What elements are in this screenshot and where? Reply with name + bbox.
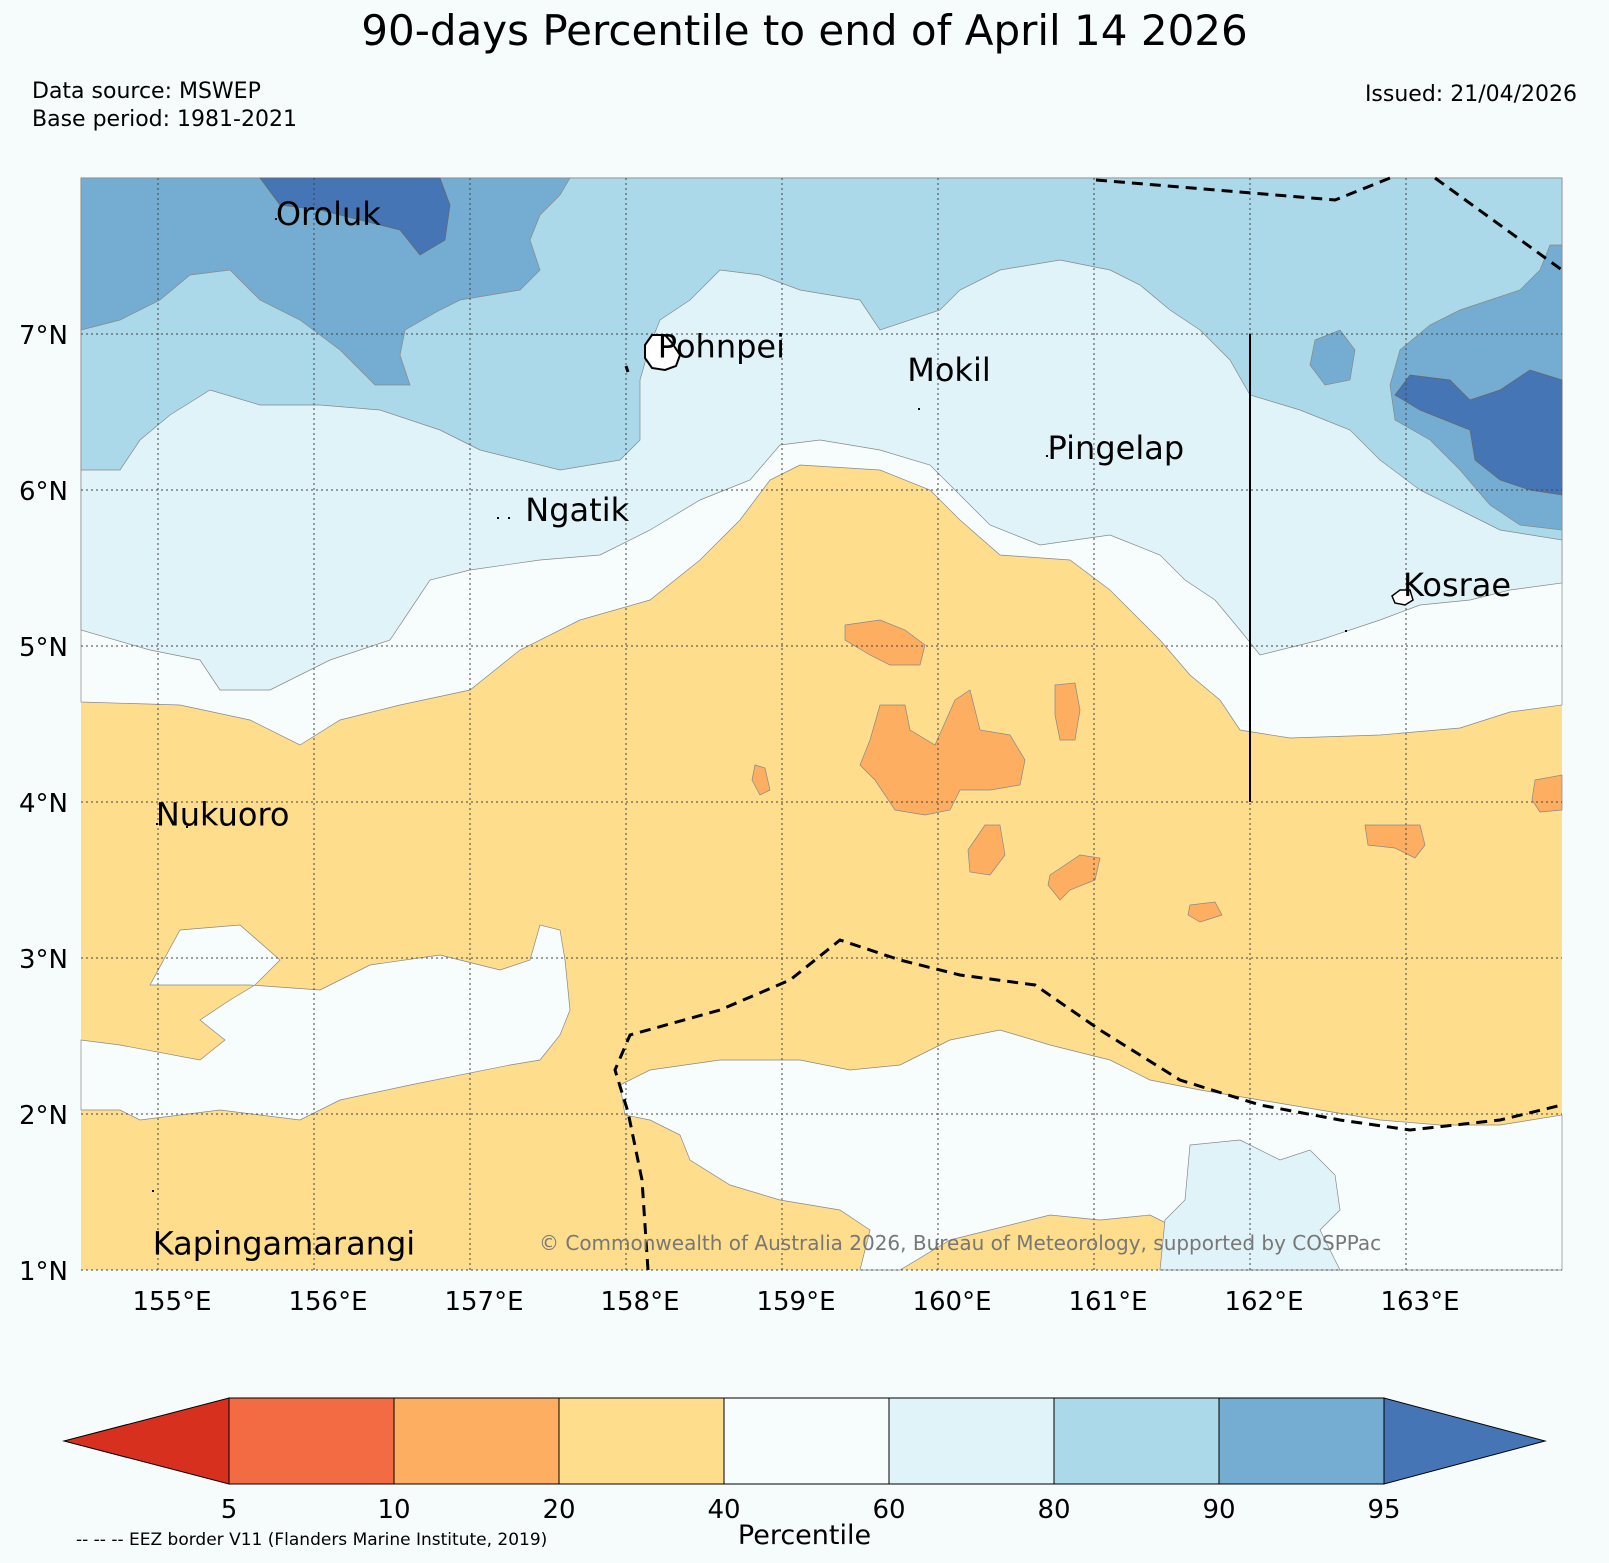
colorbar-under-extension xyxy=(62,1397,230,1485)
longitude-tick-label: 161°E xyxy=(1068,1287,1147,1317)
percentile-region-10-20-patch-e xyxy=(1531,774,1563,813)
latitude-gridlines xyxy=(81,333,1562,1271)
latitude-tick-labels: 1°N 2°N 3°N 4°N 5°N 6°N 7°N xyxy=(19,321,68,1287)
island-label-ngatik: Ngatik xyxy=(525,491,629,529)
colorbar-tick-label: 5 xyxy=(221,1495,238,1525)
colorbar-over-extension xyxy=(1383,1397,1547,1485)
longitude-tick-label: 158°E xyxy=(600,1287,679,1317)
percentile-region-above-95-east xyxy=(1394,369,1563,496)
colorbar-swatch-10-20 xyxy=(393,1397,560,1485)
latitude-tick-label: 3°N xyxy=(19,945,68,975)
percentile-region-10-20-patch-d xyxy=(1364,824,1426,859)
colorbar-tick-label: 95 xyxy=(1367,1495,1400,1525)
island-label-mokil: Mokil xyxy=(907,351,991,389)
longitude-tick-label: 162°E xyxy=(1224,1287,1303,1317)
colorbar-swatch-80-90 xyxy=(1053,1397,1220,1485)
colorbar-tick-label: 10 xyxy=(377,1495,410,1525)
latitude-tick-label: 1°N xyxy=(19,1257,68,1287)
colorbar-swatch-90-95 xyxy=(1218,1397,1385,1485)
longitude-tick-labels: 155°E 156°E 157°E 158°E 159°E 160°E 161°E 162°E… xyxy=(132,1287,1459,1317)
longitude-tick-label: 163°E xyxy=(1380,1287,1459,1317)
latitude-tick-label: 6°N xyxy=(19,477,68,507)
issued-date-text: Issued: 21/04/2026 xyxy=(1364,82,1577,107)
percentile-region-10-20-patch-f xyxy=(1187,901,1223,923)
percentile-region-10-20-patch-c xyxy=(1047,854,1101,901)
percentile-region-above-95-west xyxy=(259,177,451,256)
colorbar-swatch-40-60 xyxy=(723,1397,890,1485)
island-label-kosrae: Kosrae xyxy=(1403,566,1511,604)
colorbar-swatch-5-10 xyxy=(228,1397,395,1485)
longitude-tick-label: 159°E xyxy=(756,1287,835,1317)
pohnpei-island-outline xyxy=(644,334,682,372)
latitude-tick-label: 7°N xyxy=(19,321,68,351)
percentile-region-40-60-south xyxy=(80,924,571,1121)
island-label-nukuoro: Nukuoro xyxy=(156,795,290,833)
longitude-tick-label: 155°E xyxy=(132,1287,211,1317)
eez-borders xyxy=(613,176,1563,1271)
base-period-text: Base period: 1981-2021 xyxy=(32,107,297,132)
colorbar-label: Percentile xyxy=(737,1520,872,1551)
island-label-pingelap: Pingelap xyxy=(1048,429,1185,467)
latitude-tick-label: 4°N xyxy=(19,789,68,819)
colorbar-tick-label: 90 xyxy=(1202,1495,1235,1525)
colorbar-tick-labels: 5 10 20 40 60 80 90 95 xyxy=(221,1495,1401,1525)
atoll-markers xyxy=(152,218,1347,1192)
percentile-region-10-20-patch-a xyxy=(1054,682,1081,741)
percentile-region-10-20-central xyxy=(859,689,1026,816)
colorbar-tick-label: 20 xyxy=(542,1495,575,1525)
colorbar-swatch-60-80 xyxy=(888,1397,1055,1485)
percentile-region-10-20-patch-b xyxy=(967,824,1006,876)
colorbar: 5 10 20 40 60 80 90 95 xyxy=(62,1397,1547,1525)
island-label-kapingamarangi: Kapingamarangi xyxy=(153,1224,415,1262)
colorbar-swatch-20-40 xyxy=(558,1397,725,1485)
island-labels: Oroluk Pohnpei Mokil Pingelap Ngatik Kosrae Nu… xyxy=(153,195,1511,1263)
data-source-text: Data source: MSWEP xyxy=(32,79,261,104)
map-panel: Oroluk Pohnpei Mokil Pingelap Ngatik Kosrae Nu… xyxy=(80,176,1563,1271)
island-label-oroluk: Oroluk xyxy=(276,195,381,233)
percentile-region-10-20-patch-g xyxy=(751,764,771,796)
longitude-tick-label: 157°E xyxy=(444,1287,523,1317)
island-label-pohnpei: Pohnpei xyxy=(658,327,785,365)
latitude-tick-label: 5°N xyxy=(19,633,68,663)
copyright-text: © Commonwealth of Australia 2026, Bureau… xyxy=(539,1231,1381,1255)
colorbar-tick-label: 40 xyxy=(707,1495,740,1525)
percentile-region-90-95-west xyxy=(80,177,571,386)
kosrae-island-outline xyxy=(1391,589,1414,606)
colorbar-tick-label: 60 xyxy=(872,1495,905,1525)
colorbar-tick-label: 80 xyxy=(1037,1495,1070,1525)
latitude-tick-label: 2°N xyxy=(19,1101,68,1131)
longitude-tick-label: 156°E xyxy=(288,1287,367,1317)
map-title: 90-days Percentile to end of April 14 20… xyxy=(361,6,1248,55)
eez-footnote: -- -- -- EEZ border V11 (Flanders Marine… xyxy=(76,1530,548,1550)
longitude-tick-label: 160°E xyxy=(912,1287,991,1317)
percentile-region-10-20-north xyxy=(844,619,926,666)
percentile-region-90-95-patch xyxy=(1309,329,1356,386)
